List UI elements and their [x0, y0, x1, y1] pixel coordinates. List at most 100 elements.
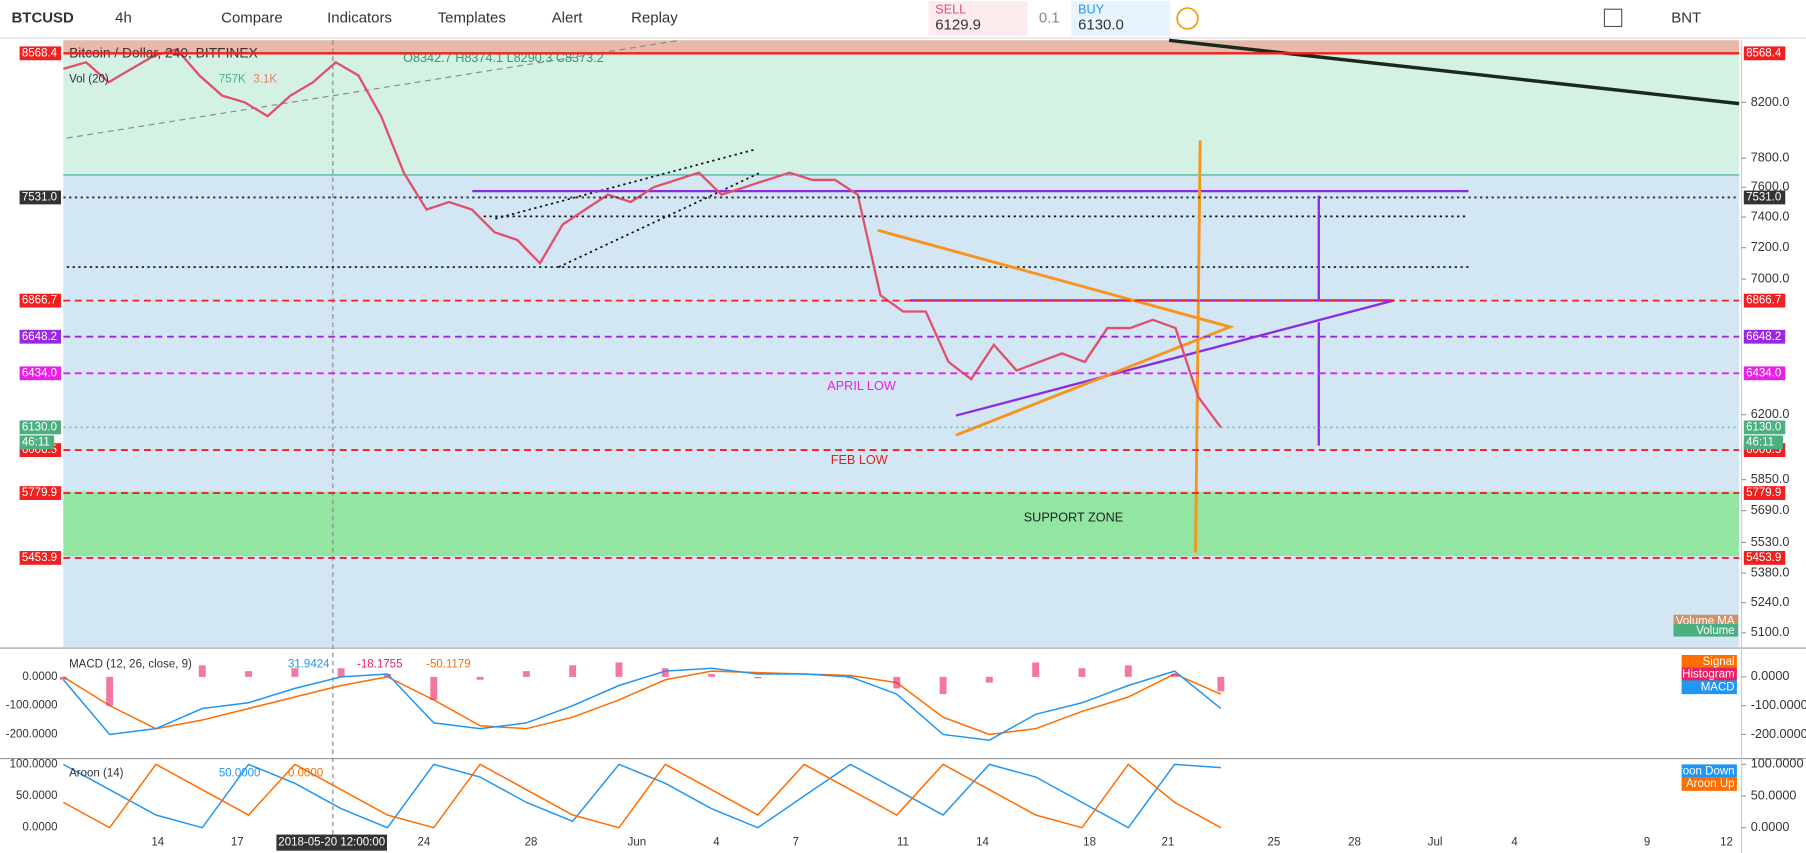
- indicator-title: Aroon (14): [69, 768, 124, 780]
- green-zone: [63, 40, 1740, 175]
- level-label-box: [19, 550, 62, 565]
- countdown-box: [1743, 435, 1783, 450]
- y-tick-label: -200.0000: [6, 728, 58, 740]
- y-tick-label: 7000.0: [1751, 271, 1790, 285]
- histogram-bar: [1032, 662, 1040, 677]
- info-icon[interactable]: [1176, 7, 1199, 30]
- level-label: 8568.4: [1746, 47, 1782, 59]
- legend-value: -50.1179: [426, 658, 471, 670]
- legend-entry: Histogram: [1682, 669, 1734, 681]
- level-label-box: [1743, 486, 1786, 500]
- y-tick-label: -100.0000: [1751, 698, 1806, 712]
- buy-label: BUY: [1078, 3, 1105, 17]
- histogram-bar: [754, 676, 762, 679]
- level-label: 5453.9: [1746, 552, 1781, 564]
- channel-line: [558, 171, 761, 268]
- currency[interactable]: BNT: [1671, 9, 1701, 26]
- buy-price: 6130.0: [1078, 16, 1124, 33]
- level-label: 5453.9: [22, 552, 57, 564]
- level-label-box: [1743, 550, 1786, 565]
- countdown: 46:11: [1746, 436, 1774, 448]
- legend-entry: Aroon Up: [1686, 778, 1735, 790]
- toolbar-button[interactable]: Alert: [552, 9, 584, 26]
- channel-line: [495, 148, 755, 220]
- quantity[interactable]: 0.1: [1039, 9, 1060, 26]
- level-label-box: [1743, 190, 1786, 205]
- level-label-box: [1743, 366, 1786, 381]
- indicator-line: [62, 763, 1222, 829]
- macd-panel: [63, 650, 1740, 757]
- y-tick-label: 7200.0: [1751, 240, 1790, 254]
- level-label: 6006.5: [22, 444, 57, 456]
- legend-value: 31.9424: [288, 658, 330, 670]
- y-tick-label: 0.0000: [22, 822, 57, 834]
- histogram-bar: [476, 676, 484, 680]
- level-label: 7531.0: [22, 192, 57, 204]
- histogram-bar: [569, 665, 577, 677]
- legend-value: 0.0000: [288, 768, 323, 780]
- histogram-bar: [1124, 665, 1132, 677]
- trend-line: [1168, 38, 1740, 106]
- interval[interactable]: 4h: [115, 9, 132, 26]
- toolbar-button[interactable]: Indicators: [327, 9, 392, 26]
- x-tick-label: 28: [1348, 837, 1361, 849]
- level-label-box: [1743, 329, 1786, 344]
- x-tick-label: 21: [1162, 837, 1175, 849]
- layout-icon[interactable]: [1603, 8, 1623, 28]
- x-tick-label: Jul: [1428, 837, 1443, 849]
- toolbar-button[interactable]: Templates: [438, 9, 506, 26]
- legend-box: [1681, 777, 1737, 791]
- y-tick-label: 0.0000: [22, 671, 57, 683]
- toolbar: [0, 0, 1806, 38]
- level-label: 7531.0: [1746, 192, 1781, 204]
- level-label: 6006.5: [1746, 444, 1781, 456]
- blue-zone: [63, 174, 1740, 647]
- legend-value: -18.1755: [357, 658, 402, 670]
- x-tick-label: 14: [151, 837, 164, 849]
- toolbar-button[interactable]: Compare: [221, 9, 283, 26]
- level-label: 6434.0: [22, 367, 57, 379]
- symbol[interactable]: BTCUSD: [12, 9, 75, 26]
- legend-entry: Signal: [1703, 656, 1735, 668]
- triangle: [877, 228, 1235, 437]
- y-tick-label: 7600.0: [1751, 180, 1790, 194]
- sell-button[interactable]: [928, 1, 1028, 36]
- level-label-box: [1743, 46, 1786, 61]
- histogram-bar: [384, 673, 391, 677]
- level-label: 6130.0: [22, 421, 57, 433]
- resistance-band: [63, 40, 1740, 55]
- legend-box: [1681, 655, 1737, 669]
- histogram-bar: [198, 665, 206, 677]
- level-label-box: [19, 190, 62, 205]
- level-label: 5779.9: [1746, 487, 1781, 499]
- y-tick-label: 5690.0: [1751, 503, 1790, 517]
- x-tick-label: 7: [793, 837, 799, 849]
- y-tick-label: 50.0000: [16, 790, 58, 802]
- level-label-box: [19, 46, 62, 61]
- y-tick-label: 5100.0: [1751, 625, 1790, 639]
- annotation: FEB LOW: [831, 453, 888, 467]
- sell-price: 6129.9: [935, 16, 981, 33]
- right-label: Volume: [1696, 625, 1734, 637]
- legend-box: [1681, 667, 1737, 682]
- level-label: 6866.7: [1746, 295, 1781, 307]
- y-tick-label: 100.0000: [10, 758, 58, 770]
- y-tick-label: 8200.0: [1751, 95, 1790, 109]
- histogram-bar: [245, 671, 253, 677]
- annotation: SUPPORT ZONE: [1024, 510, 1123, 524]
- level-label-box: [19, 293, 62, 308]
- legend-value: 50.0000: [219, 768, 261, 780]
- y-tick-label: 100.0000: [1751, 757, 1804, 771]
- countdown: 46:11: [22, 436, 50, 448]
- histogram-bar: [522, 671, 530, 677]
- volume-legend: Vol (20): [69, 73, 109, 85]
- legend-entry: MACD: [1701, 681, 1735, 693]
- y-tick-label: 6200.0: [1751, 407, 1790, 421]
- indicator-line: [62, 667, 1222, 741]
- histogram-bar: [708, 673, 716, 677]
- y-tick-label: 50.0000: [1751, 788, 1797, 802]
- buy-button[interactable]: [1071, 1, 1171, 36]
- toolbar-button[interactable]: Replay: [631, 9, 678, 26]
- x-tick-label: 18: [1083, 837, 1096, 849]
- level-label-box: [19, 420, 62, 435]
